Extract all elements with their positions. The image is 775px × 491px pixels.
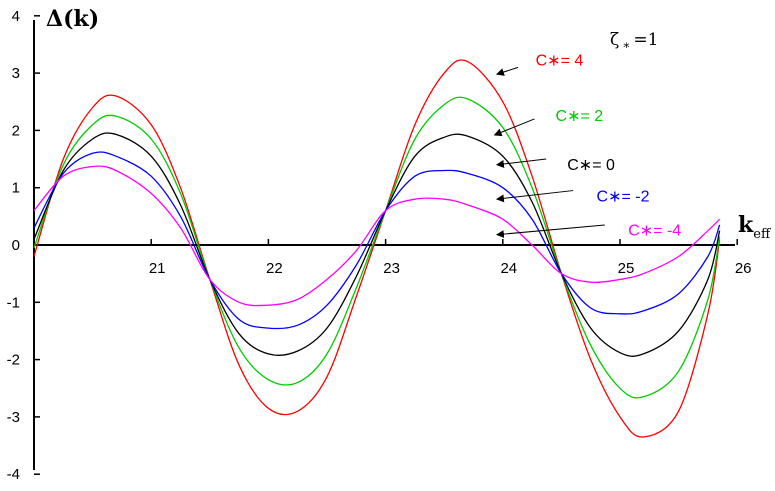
series-lines (33, 59, 721, 438)
series-line-4 (33, 165, 721, 307)
annotation-label-2: C∗= 0 (567, 157, 615, 174)
annotation-arrow-0 (495, 66, 519, 76)
axes (33, 20, 735, 470)
series-line-3 (33, 151, 721, 330)
annotation-arrow-4 (495, 224, 605, 239)
parameter-symbol: ζ (610, 30, 619, 50)
annotation-arrow-3 (495, 190, 574, 203)
x-axis-title-sub: eff (753, 227, 772, 242)
annotation-label-4: C∗= -4 (628, 223, 681, 240)
annotation-label-0: C∗= 4 (536, 52, 584, 69)
y-tick-label: 3 (12, 65, 20, 82)
y-tick-label: -1 (7, 294, 20, 311)
y-axis-title: Δ(k) (46, 6, 99, 32)
x-tick-label: 23 (383, 260, 400, 277)
y-tick-label: 4 (12, 8, 20, 25)
annotation-label-3: C∗= -2 (597, 188, 650, 205)
x-tick-label: 25 (618, 260, 635, 277)
x-tick-label: 24 (500, 260, 517, 277)
y-tick-label: -4 (7, 466, 20, 483)
series-line-0 (33, 59, 721, 438)
x-tick-label: 21 (149, 260, 166, 277)
x-tick-label: 22 (266, 260, 283, 277)
y-tick-label: -3 (7, 409, 20, 426)
annotation-label-1: C∗= 2 (556, 108, 604, 125)
x-tick-label: 26 (735, 260, 752, 277)
annotation-arrow-2 (495, 158, 547, 168)
parameter-label: ζ ∗ =1 (610, 30, 658, 52)
y-tick-label: 2 (12, 122, 20, 139)
annotation-arrow-1 (493, 118, 535, 137)
series-line-1 (33, 96, 721, 399)
x-axis-title: keff (738, 212, 772, 242)
y-tick-label: 1 (12, 180, 20, 197)
y-tick-label: 0 (12, 237, 20, 254)
x-axis-title-main: k (738, 212, 754, 238)
y-ticks: 4 3 2 1 0 -1 -2 -3 -4 (7, 8, 40, 483)
series-annotations: C∗= 4 C∗= 2 C∗= 0 C∗= -2 C∗= -4 (493, 52, 681, 240)
y-tick-label: -2 (7, 352, 20, 369)
parameter-value: =1 (633, 30, 658, 50)
x-ticks: 21 22 23 24 25 26 (149, 239, 752, 277)
parameter-sub: ∗ (622, 38, 630, 52)
